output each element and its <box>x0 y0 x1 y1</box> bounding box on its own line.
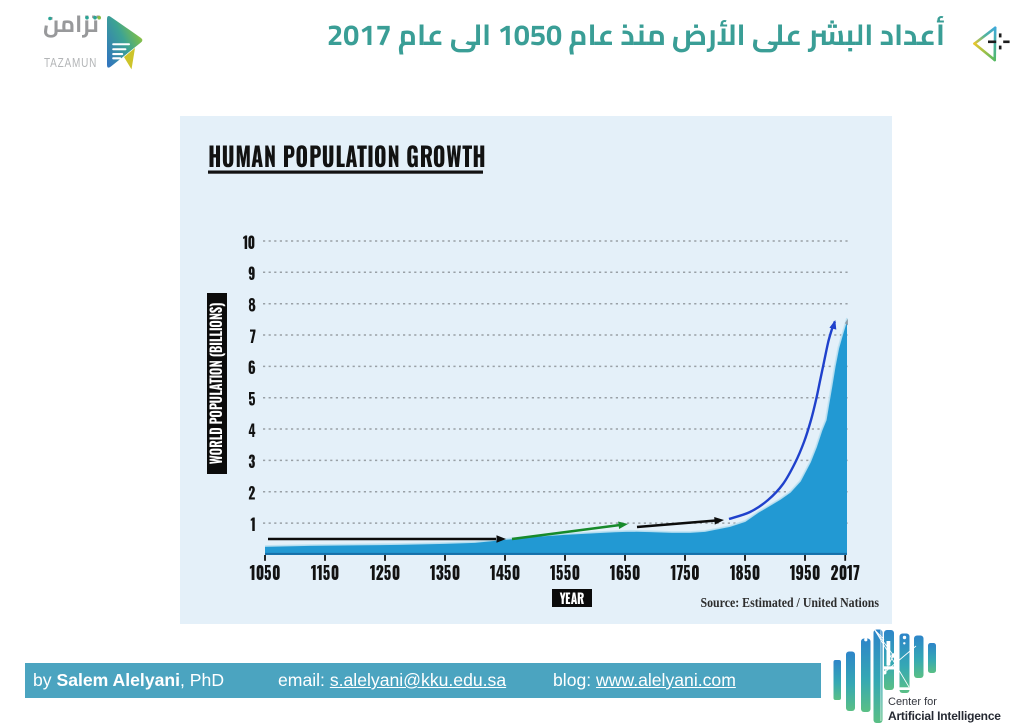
svg-text:1550: 1550 <box>550 559 580 586</box>
svg-text:Source: Estimated / United Nat: Source: Estimated / United Nations <box>701 595 880 610</box>
svg-text:1650: 1650 <box>610 559 641 586</box>
svg-text:3: 3 <box>248 448 255 473</box>
svg-text:9: 9 <box>248 260 255 285</box>
svg-text:7: 7 <box>249 323 255 348</box>
svg-text:5: 5 <box>249 386 256 411</box>
svg-text:2017: 2017 <box>831 559 860 586</box>
svg-text:8: 8 <box>248 292 255 317</box>
svg-text:1950: 1950 <box>790 559 821 586</box>
svg-text:1350: 1350 <box>430 559 460 586</box>
svg-text:1050: 1050 <box>250 559 281 586</box>
svg-text:1150: 1150 <box>311 559 339 586</box>
svg-text:HUMAN POPULATION GROWTH: HUMAN POPULATION GROWTH <box>208 135 486 175</box>
svg-text:1450: 1450 <box>490 559 520 586</box>
svg-text:4: 4 <box>248 417 256 442</box>
svg-text:YEAR: YEAR <box>560 588 586 609</box>
svg-text:10: 10 <box>243 229 256 254</box>
svg-text:1: 1 <box>250 511 255 536</box>
svg-text:1750: 1750 <box>671 559 700 586</box>
svg-text:1850: 1850 <box>730 559 760 586</box>
svg-text:WORLD POPULATION (BILLIONS): WORLD POPULATION (BILLIONS) <box>205 302 227 464</box>
svg-text:1250: 1250 <box>370 559 400 586</box>
svg-text:6: 6 <box>248 354 256 379</box>
svg-text:2: 2 <box>248 480 255 505</box>
